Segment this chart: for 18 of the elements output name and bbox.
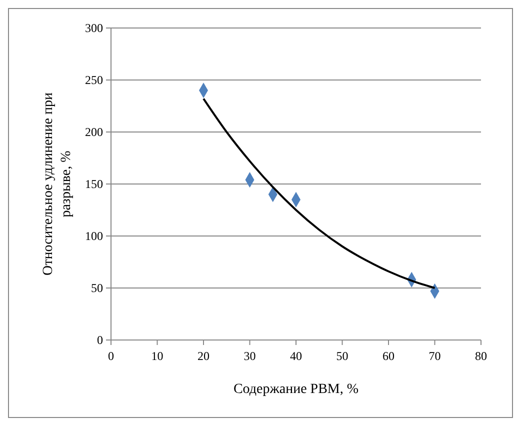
x-tick-label: 50: [336, 349, 348, 363]
y-tick-label: 0: [97, 333, 103, 348]
y-tick-label: 300: [85, 21, 103, 36]
y-tick-label: 250: [85, 73, 103, 88]
x-tick-label: 30: [244, 349, 256, 363]
x-tick-label: 20: [198, 349, 210, 363]
y-tick-label: 50: [91, 281, 103, 296]
y-tick-label: 100: [85, 229, 103, 244]
x-tick-label: 60: [382, 349, 394, 363]
y-axis-title: Относительное удлинение при разрыве, %: [41, 92, 74, 276]
x-tick-label: 40: [290, 349, 302, 363]
y-tick-label: 150: [85, 177, 103, 192]
x-tick-label: 80: [475, 349, 487, 363]
x-tick-label: 70: [428, 349, 441, 363]
x-axis-title: Содержание РВМ, %: [233, 382, 359, 397]
x-tick-label: 0: [108, 349, 114, 363]
y-tick-label: 200: [85, 125, 103, 140]
x-tick-label: 10: [151, 349, 164, 363]
